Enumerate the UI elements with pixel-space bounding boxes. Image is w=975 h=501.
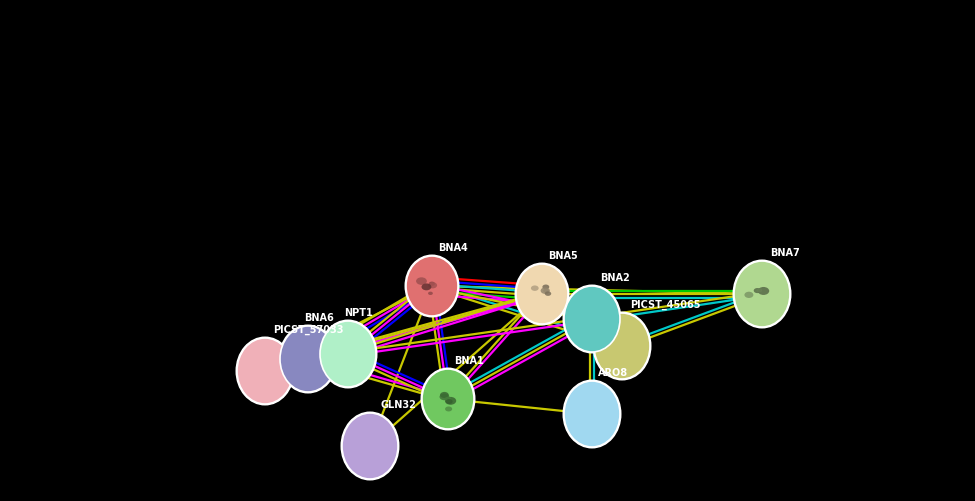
Ellipse shape — [440, 392, 449, 398]
Ellipse shape — [516, 265, 568, 324]
Ellipse shape — [445, 397, 456, 405]
Text: GLN32: GLN32 — [380, 399, 416, 409]
Ellipse shape — [593, 312, 651, 381]
Ellipse shape — [758, 288, 769, 296]
Text: PICST_57033: PICST_57033 — [273, 324, 343, 334]
Ellipse shape — [564, 287, 620, 352]
Ellipse shape — [446, 399, 452, 404]
Ellipse shape — [279, 325, 337, 394]
Ellipse shape — [429, 282, 435, 287]
Text: BNA2: BNA2 — [600, 273, 630, 283]
Ellipse shape — [531, 286, 538, 291]
Ellipse shape — [445, 397, 451, 402]
Ellipse shape — [428, 283, 437, 289]
Text: BNA7: BNA7 — [770, 247, 799, 258]
Ellipse shape — [320, 321, 376, 387]
Ellipse shape — [420, 368, 476, 431]
Text: ARO8: ARO8 — [598, 367, 628, 377]
Ellipse shape — [319, 320, 377, 389]
Ellipse shape — [545, 292, 551, 296]
Ellipse shape — [405, 255, 459, 318]
Ellipse shape — [745, 292, 754, 299]
Ellipse shape — [515, 263, 569, 326]
Ellipse shape — [563, 380, 621, 448]
Ellipse shape — [340, 412, 400, 480]
Ellipse shape — [757, 289, 762, 293]
Ellipse shape — [446, 399, 450, 402]
Ellipse shape — [543, 289, 549, 293]
Ellipse shape — [594, 313, 650, 379]
Ellipse shape — [406, 257, 458, 316]
Ellipse shape — [237, 338, 293, 404]
Ellipse shape — [280, 326, 336, 392]
Text: NPT1: NPT1 — [344, 308, 372, 317]
Ellipse shape — [564, 381, 620, 447]
Ellipse shape — [734, 262, 790, 327]
Ellipse shape — [421, 284, 431, 291]
Ellipse shape — [440, 394, 449, 400]
Ellipse shape — [236, 337, 294, 406]
Text: BNA6: BNA6 — [304, 313, 333, 322]
Ellipse shape — [428, 292, 433, 296]
Ellipse shape — [542, 285, 549, 290]
Ellipse shape — [342, 413, 398, 479]
Text: PICST_45065: PICST_45065 — [630, 299, 700, 310]
Text: BNA4: BNA4 — [438, 242, 468, 253]
Ellipse shape — [732, 260, 792, 329]
Text: BNA1: BNA1 — [454, 355, 484, 365]
Ellipse shape — [416, 278, 427, 285]
Ellipse shape — [445, 407, 452, 412]
Text: BNA5: BNA5 — [548, 250, 578, 261]
Ellipse shape — [540, 288, 550, 294]
Ellipse shape — [563, 285, 621, 354]
Ellipse shape — [754, 289, 761, 294]
Ellipse shape — [422, 369, 474, 429]
